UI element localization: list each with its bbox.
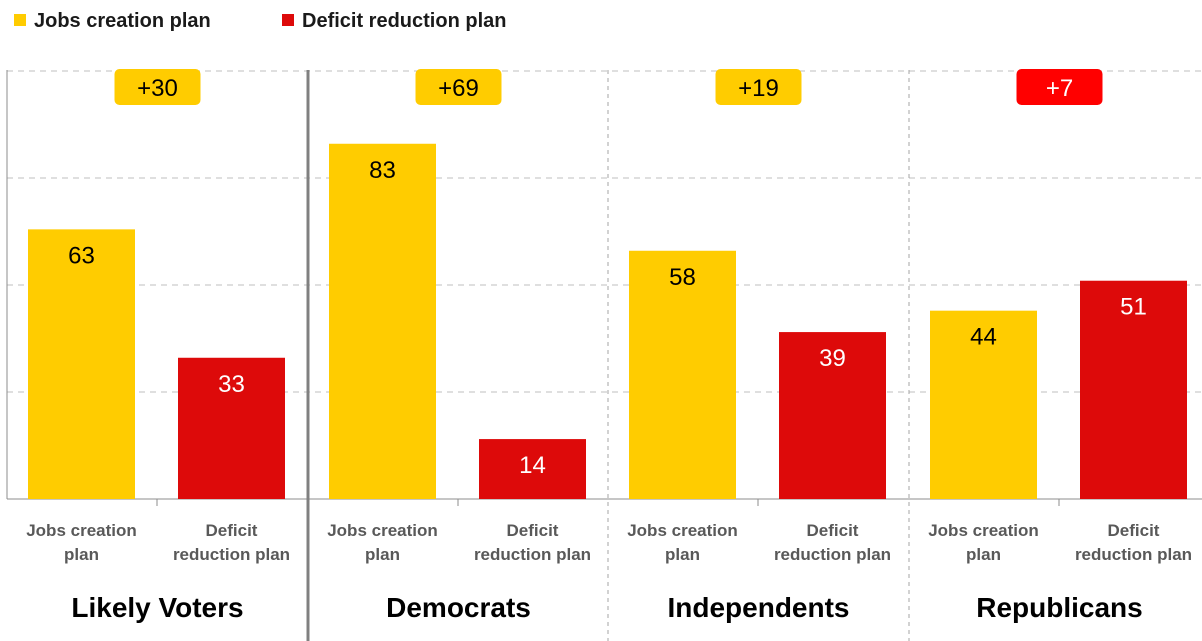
category-label: reduction plan — [173, 545, 290, 564]
bars: 63 33 83 14 58 39 44 51 — [28, 143, 1187, 500]
legend-swatch — [14, 14, 26, 26]
group-label: Independents — [667, 592, 849, 623]
category-label: reduction plan — [1075, 545, 1192, 564]
category-label: Deficit — [507, 521, 559, 540]
data-label: 33 — [218, 371, 245, 398]
difference-badge — [114, 69, 201, 105]
legend: Jobs creation plan Deficit reduction plan — [14, 10, 506, 32]
bar-deficit-reduction — [178, 357, 285, 499]
category-label: Deficit — [807, 521, 859, 540]
difference-badge — [1016, 69, 1103, 105]
bar-jobs-creation — [28, 229, 135, 500]
category-label: reduction plan — [774, 545, 891, 564]
difference-label: +30 — [137, 75, 178, 102]
category-label: Jobs creation — [26, 521, 137, 540]
data-label: 14 — [519, 452, 546, 479]
category-label: plan — [665, 545, 700, 564]
category-label: plan — [365, 545, 400, 564]
group-separators — [306, 70, 910, 641]
category-label: Jobs creation — [627, 521, 738, 540]
data-label: 51 — [1120, 294, 1147, 321]
group-label: Democrats — [386, 592, 531, 623]
bar-jobs-creation — [329, 143, 436, 499]
category-label: plan — [64, 545, 99, 564]
group-label: Likely Voters — [71, 592, 243, 623]
legend-label: Deficit reduction plan — [302, 10, 506, 32]
category-label: Jobs creation — [928, 521, 1039, 540]
legend-swatch — [282, 14, 294, 26]
legend-label: Jobs creation plan — [34, 10, 211, 32]
data-label: 39 — [819, 345, 846, 372]
difference-badge — [415, 69, 502, 105]
bar-deficit-reduction — [779, 332, 886, 499]
data-label: 58 — [669, 264, 696, 291]
axis-labels: Jobs creation plan Deficit reduction plan Li… — [26, 521, 1192, 623]
data-label: 44 — [970, 324, 997, 351]
bar-deficit-reduction — [1080, 280, 1187, 499]
bar-jobs-creation — [629, 250, 736, 499]
category-label: Deficit — [206, 521, 258, 540]
difference-badges: +30 +69 +19 +7 — [114, 69, 1103, 105]
category-label: Jobs creation — [327, 521, 438, 540]
difference-label: +69 — [438, 75, 479, 102]
data-label: 83 — [369, 157, 396, 184]
category-label: reduction plan — [474, 545, 591, 564]
category-label: plan — [966, 545, 1001, 564]
difference-badge — [715, 69, 802, 105]
category-label: Deficit — [1108, 521, 1160, 540]
group-label: Republicans — [976, 592, 1142, 623]
data-label: 63 — [68, 242, 95, 269]
difference-label: +7 — [1046, 75, 1073, 102]
bar-deficit-reduction — [479, 439, 586, 499]
bar-jobs-creation — [930, 310, 1037, 499]
difference-label: +19 — [738, 75, 779, 102]
